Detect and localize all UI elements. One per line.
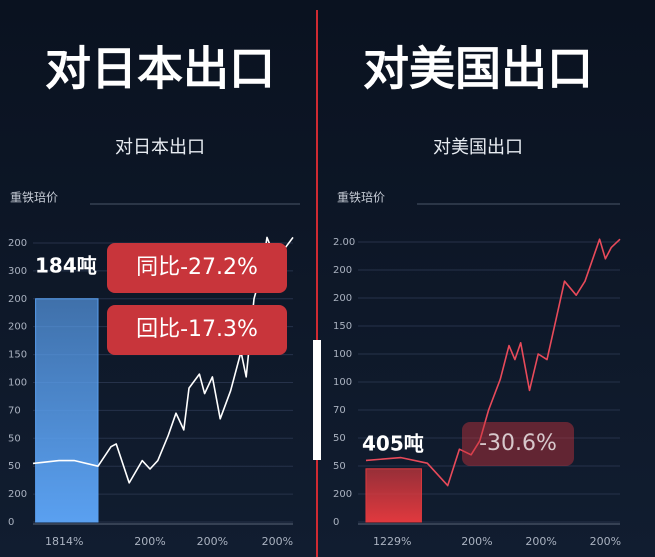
x-tick-label: 1814%: [45, 535, 83, 548]
y-tick-label: 200: [8, 489, 27, 500]
annotation-box: [107, 305, 287, 355]
y-tick-label: 50: [333, 433, 346, 444]
y-tick-label: 100: [333, 349, 352, 360]
annotation: 回比-17.3%: [136, 317, 258, 342]
chart-title: 对美国出口: [433, 137, 523, 158]
y-tick-label: 2.00: [333, 237, 355, 248]
y-tick-label: 70: [8, 405, 21, 416]
bar: [35, 298, 99, 523]
y-tick-label: 50: [333, 461, 346, 472]
chart-title: 对日本出口: [115, 137, 205, 158]
annotation: 同比-27.2%: [136, 255, 258, 280]
panel-heading: 对美国出口: [363, 42, 593, 96]
y-tick-label: 200: [8, 322, 27, 333]
y-tick-label: 200: [8, 238, 27, 249]
x-tick-label: 200%: [262, 535, 293, 548]
y-tick-label: 150: [8, 350, 27, 361]
x-tick-label: 200%: [134, 535, 165, 548]
y-axis-label: 重铁琣价: [337, 190, 385, 205]
x-tick-label: 200%: [525, 535, 556, 548]
y-tick-label: 50: [8, 433, 21, 444]
y-tick-label: 150: [333, 321, 352, 332]
line-series: [365, 238, 621, 487]
bar-label: 405吨: [362, 431, 424, 455]
annotation-box: [462, 422, 574, 466]
divider-highlight: [313, 340, 321, 460]
panel-heading: 对日本出口: [45, 42, 275, 96]
annotation-box: [107, 243, 287, 293]
y-tick-label: 0: [333, 517, 339, 528]
y-tick-label: 200: [333, 293, 352, 304]
y-tick-label: 70: [333, 405, 346, 416]
y-tick-label: 0: [8, 517, 14, 528]
y-tick-label: 200: [8, 294, 27, 305]
y-tick-label: 300: [8, 266, 27, 277]
y-tick-label: 200: [333, 489, 352, 500]
bar-label: 184吨: [35, 253, 97, 277]
chart-panel: 对日本出口对日本出口重铁琣价02005050701001502002003002…: [8, 42, 300, 548]
x-tick-label: 200%: [461, 535, 492, 548]
y-tick-label: 200: [333, 265, 352, 276]
x-tick-label: 200%: [590, 535, 621, 548]
bar: [365, 468, 422, 523]
y-tick-label: 100: [333, 377, 352, 388]
y-tick-label: 100: [8, 377, 27, 388]
y-tick-label: 50: [8, 461, 21, 472]
chart-panel: 对美国出口对美国出口重铁琣价02005050701001001502002002…: [333, 42, 621, 549]
annotation: -30.6%: [479, 431, 557, 456]
x-tick-label: 200%: [197, 535, 228, 548]
x-tick-label: 1229%: [373, 535, 411, 548]
y-axis-label: 重铁琣价: [10, 190, 58, 205]
